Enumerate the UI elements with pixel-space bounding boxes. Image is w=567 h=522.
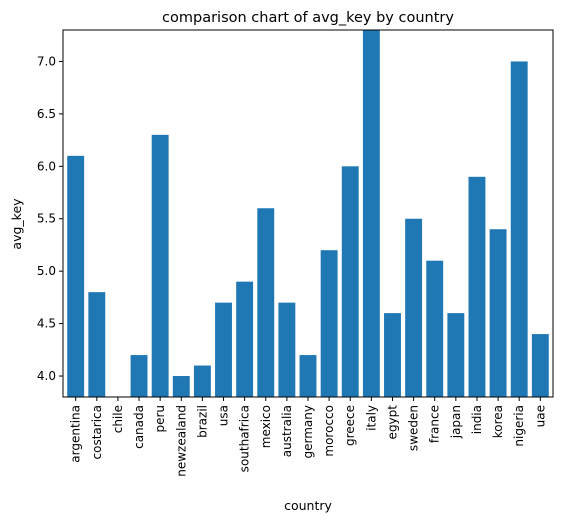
bar-costarica — [88, 292, 106, 397]
bar-usa — [215, 302, 232, 397]
x-tick-label-france: france — [428, 405, 442, 443]
bar-brazil — [193, 365, 211, 397]
x-tick-label-australia: australia — [280, 405, 294, 457]
x-axis-label: country — [284, 498, 332, 513]
x-tick-label-italy: italy — [364, 405, 378, 431]
bar-uae — [531, 334, 549, 397]
x-tick-label-india: india — [470, 405, 484, 434]
y-tick-label: 7.0 — [37, 54, 56, 68]
x-tick-label-newzealand: newzealand — [174, 405, 188, 477]
x-tick-label-japan: japan — [449, 405, 463, 439]
x-tick-label-chile: chile — [111, 405, 125, 433]
x-tick-label-brazil: brazil — [195, 405, 209, 438]
x-tick-label-morocco: morocco — [322, 405, 336, 457]
chart-title: comparison chart of avg_key by country — [162, 10, 454, 26]
x-tick-label-peru: peru — [153, 405, 167, 433]
x-tick-label-germany: germany — [301, 405, 315, 458]
x-tick-label-usa: usa — [217, 405, 231, 426]
bar-australia — [278, 302, 296, 397]
bar-mexico — [257, 208, 275, 397]
bar-india — [468, 176, 486, 397]
x-tick-label-canada: canada — [132, 405, 146, 449]
bar-nigeria — [510, 61, 528, 397]
x-tick-label-southafrica: southafrica — [238, 405, 252, 472]
bar-japan — [447, 313, 465, 397]
x-tick-label-korea: korea — [491, 405, 505, 438]
bar-sweden — [405, 218, 423, 397]
bar-germany — [299, 355, 317, 397]
y-tick-label: 6.5 — [37, 107, 56, 121]
bar-italy — [362, 30, 380, 397]
bar-korea — [489, 229, 507, 397]
x-tick-label-sweden: sweden — [407, 405, 421, 451]
bars-group — [67, 30, 549, 397]
bar-canada — [130, 355, 148, 397]
y-axis-ticks: 4.0 4.5 5.0 5.5 6.0 6.5 7.0 — [37, 54, 63, 383]
x-tick-label-nigeria: nigeria — [512, 405, 526, 447]
y-axis-label: avg_key — [9, 198, 24, 250]
x-tick-label-greece: greece — [343, 405, 357, 446]
bar-peru — [151, 134, 169, 397]
x-tick-label-egypt: egypt — [385, 405, 399, 440]
bar-newzealand — [172, 376, 190, 397]
bar-southafrica — [236, 281, 254, 397]
bar-argentina — [67, 155, 85, 397]
x-tick-label-uae: uae — [533, 405, 547, 427]
x-tick-label-argentina: argentina — [69, 405, 83, 463]
y-tick-label: 4.0 — [37, 369, 56, 383]
bar-morocco — [320, 250, 338, 397]
bar-france — [426, 260, 444, 397]
y-tick-label: 4.5 — [37, 317, 56, 331]
x-tick-label-mexico: mexico — [259, 405, 273, 448]
bar-greece — [341, 166, 359, 397]
x-axis-ticks: argentina costarica chile canada peru newzeal… — [69, 397, 547, 477]
y-tick-label: 5.0 — [37, 264, 56, 278]
y-tick-label: 5.5 — [37, 212, 56, 226]
y-tick-label: 6.0 — [37, 159, 56, 173]
bar-egypt — [384, 313, 401, 397]
x-tick-label-costarica: costarica — [90, 405, 104, 459]
